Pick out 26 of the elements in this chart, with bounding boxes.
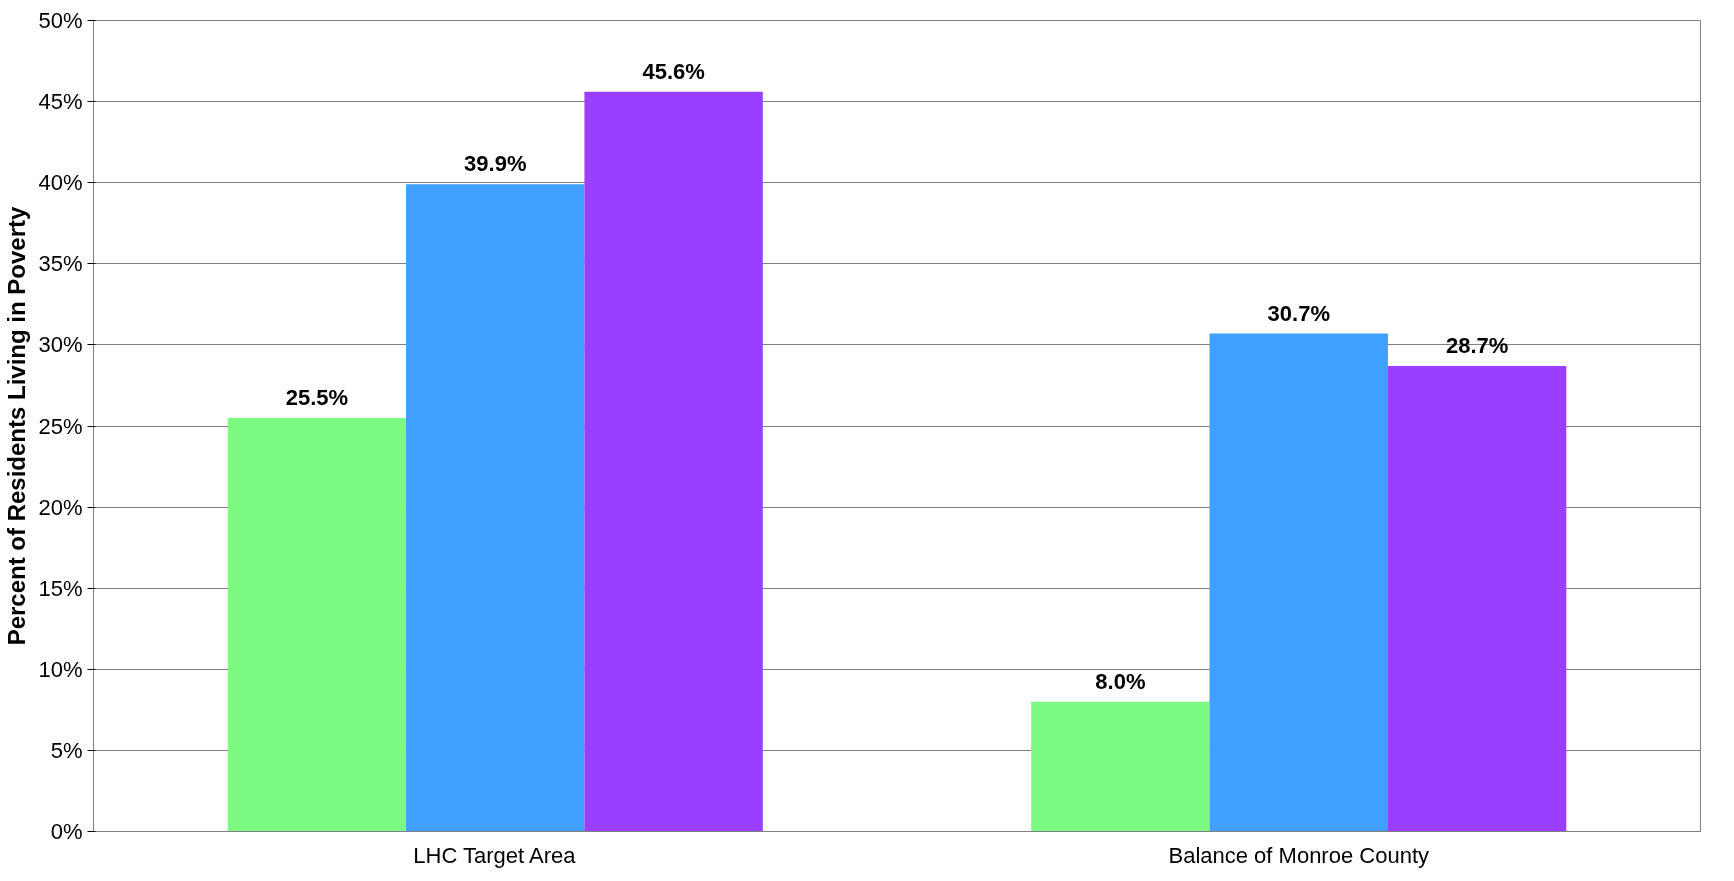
data-label: 30.7% <box>1267 300 1330 326</box>
bar <box>1031 701 1210 832</box>
bar <box>227 417 407 832</box>
y-tick-label: 45% <box>38 89 83 115</box>
data-label: 8.0% <box>1095 668 1146 694</box>
y-tick-label: 40% <box>38 170 83 196</box>
data-label: 28.7% <box>1445 332 1509 358</box>
y-tick-label: 5% <box>50 737 83 763</box>
bar <box>584 91 763 832</box>
data-label: 39.9% <box>464 151 527 177</box>
bar <box>406 184 585 832</box>
y-axis-title: Percent of Residents Living in Poverty <box>3 205 31 646</box>
y-tick-label: 30% <box>38 332 83 358</box>
y-tick-label: 35% <box>38 251 83 277</box>
y-tick-label: 10% <box>38 656 83 682</box>
data-label: 25.5% <box>285 384 349 410</box>
y-tick-label: 25% <box>38 413 83 439</box>
y-tick-label: 20% <box>38 494 83 520</box>
y-tick-label: 0% <box>50 819 83 844</box>
bar <box>1387 365 1567 832</box>
bar <box>1209 333 1388 832</box>
y-tick-label: 50% <box>38 8 83 33</box>
x-tick-label: Balance of Monroe County <box>1168 842 1430 868</box>
data-label: 45.6% <box>642 58 705 84</box>
x-tick-label: LHC Target Area <box>413 842 577 868</box>
y-tick-label: 15% <box>38 575 83 601</box>
